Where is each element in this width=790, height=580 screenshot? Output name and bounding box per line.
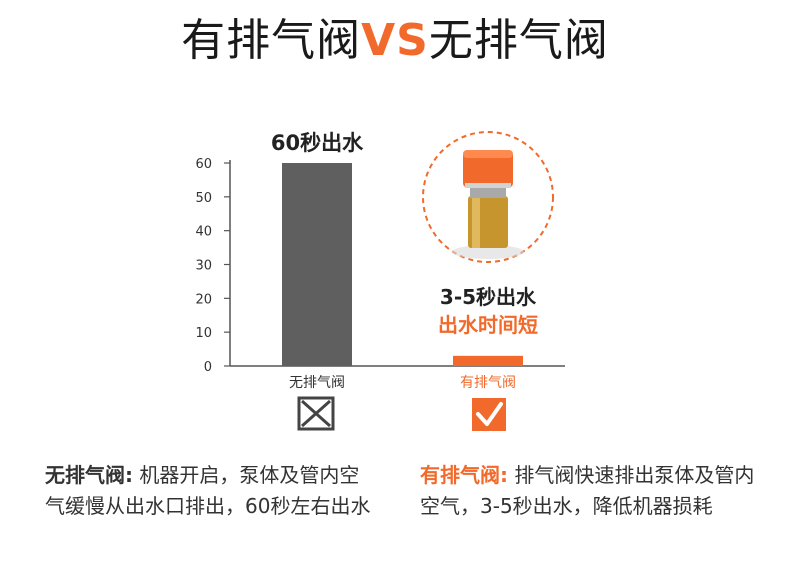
note-with-valve: 有排气阀: 排气阀快速排出泵体及管内空气，3-5秒出水，降低机器损耗 (420, 460, 770, 522)
bar-annotation-60s: 60秒出水 (271, 131, 364, 155)
note-right-label: 有排气阀: (420, 463, 508, 487)
title-vs: VS (361, 15, 429, 66)
y-tick-label-60: 60 (195, 157, 212, 172)
y-tick-label-20: 20 (195, 292, 212, 307)
y-tick-label-30: 30 (195, 259, 212, 274)
y-tick-label-40: 40 (195, 225, 212, 240)
y-tick-label-10: 10 (195, 326, 212, 341)
y-ticks: 0 10 20 30 40 50 60 (195, 157, 230, 375)
page-title: 有排气阀VS无排气阀 (0, 8, 790, 74)
note-left-text: 机器开启，泵体及管内空气缓慢从出水口排出，60秒左右出水 (45, 463, 371, 518)
bars: 无排气阀 有排气阀 (282, 163, 523, 391)
x-tick-label-with-valve: 有排气阀 (460, 375, 516, 391)
bar-chart: 0 10 20 30 40 50 60 无排气阀 有排气阀 60秒出水 3-5秒出水 出水时间… (195, 131, 565, 431)
note-left-label: 无排气阀: (45, 463, 133, 487)
valve-shadow (452, 245, 524, 259)
note-right-text: 排气阀快速排出泵体及管内空气，3-5秒出水，降低机器损耗 (420, 463, 755, 518)
bar-with-valve (453, 355, 523, 366)
title-left: 有排气阀 (181, 15, 362, 66)
y-tick-label-0: 0 (204, 360, 212, 375)
check-box-icon (472, 398, 506, 431)
bar-without-valve (282, 163, 352, 366)
valve-orange-cap (463, 150, 513, 188)
cross-box-icon (297, 396, 335, 431)
note-without-valve: 无排气阀: 机器开启，泵体及管内空气缓慢从出水口排出，60秒左右出水 (45, 460, 375, 522)
bar-annotation-3-5s: 3-5秒出水 (440, 285, 537, 309)
valve-ring (470, 186, 506, 198)
title-right: 无排气阀 (428, 15, 609, 66)
bar-annotation-short-time: 出水时间短 (438, 313, 538, 337)
x-tick-label-without-valve: 无排气阀 (289, 375, 345, 391)
exhaust-valve-illustration (422, 131, 554, 263)
dashed-circle (422, 131, 554, 263)
y-tick-label-50: 50 (195, 191, 212, 206)
